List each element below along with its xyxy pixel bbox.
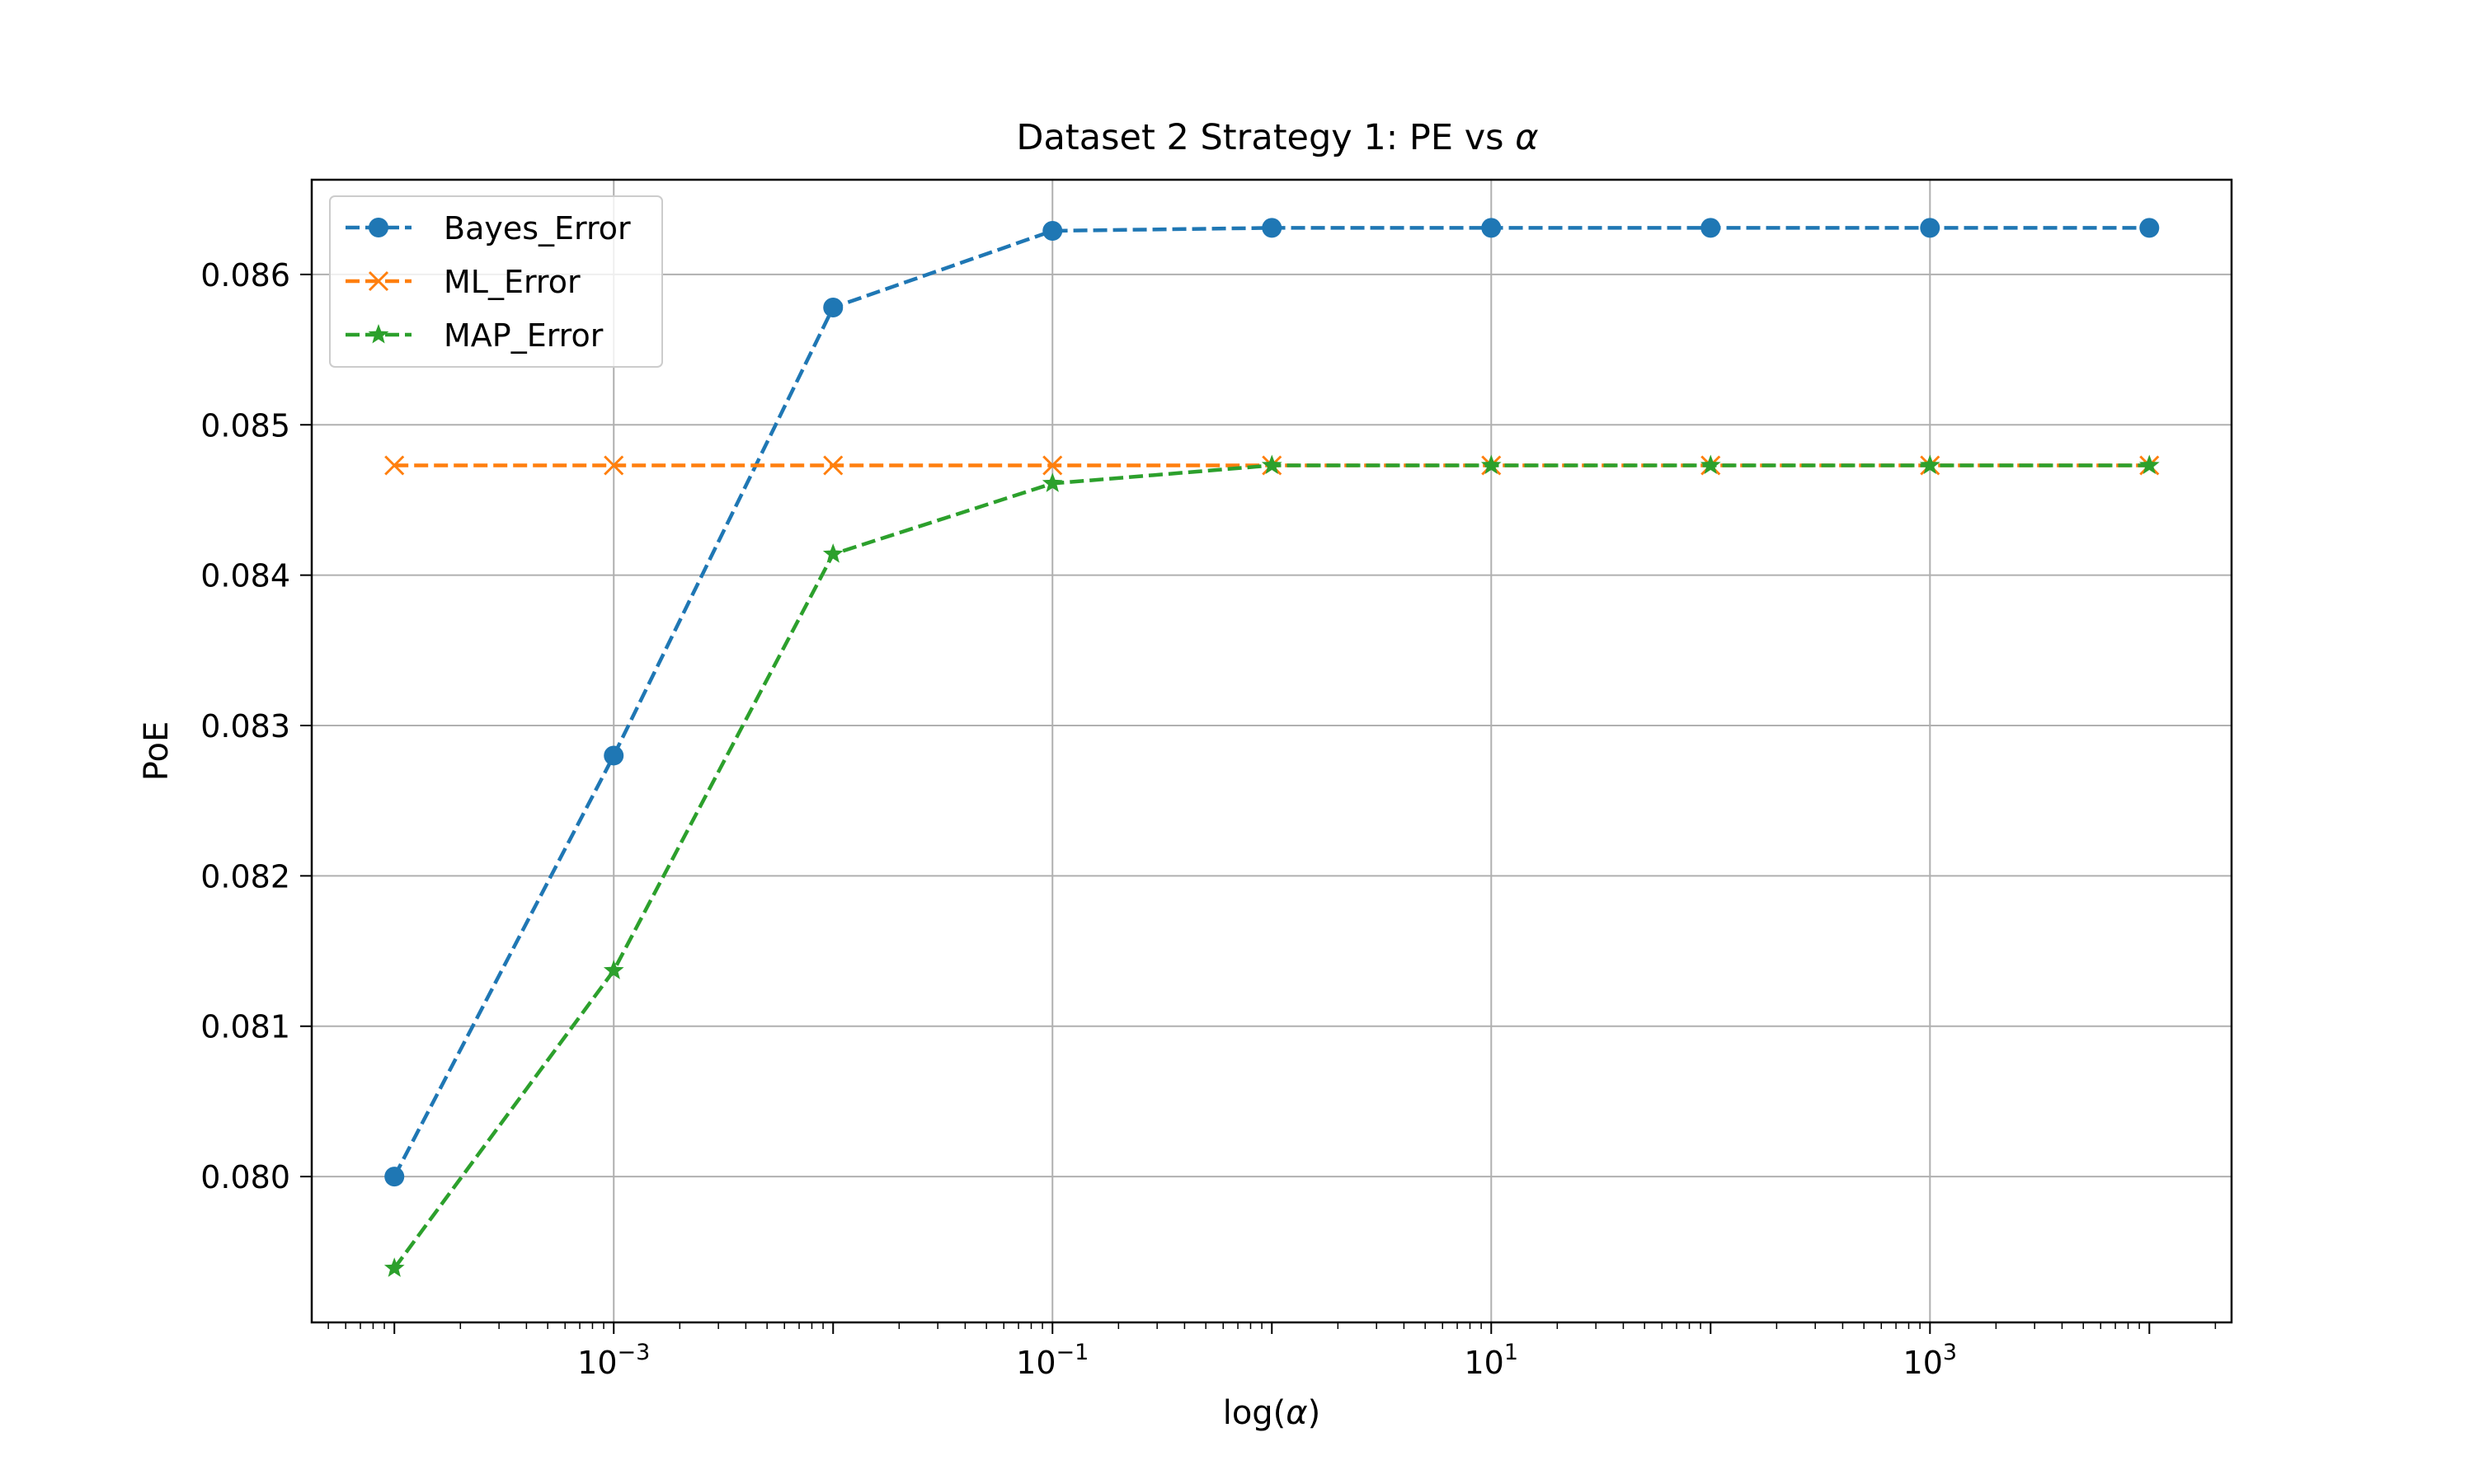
legend-marker [368, 270, 389, 292]
data-point [1919, 454, 1940, 474]
legend: Bayes_Error ML_Error MAP_Error [329, 195, 663, 368]
series-Bayes_Error [384, 218, 2160, 1187]
data-point [383, 1257, 405, 1277]
legend-item: ML_Error [346, 264, 581, 300]
data-point [822, 543, 844, 563]
y-tick-label: 0.081 [200, 1009, 290, 1045]
data-point [1261, 454, 1282, 474]
data-point [384, 1167, 405, 1187]
data-point [1480, 454, 1502, 474]
data-point [604, 745, 624, 766]
x-axis: 10−3 10−1 101 103 [327, 1322, 2217, 1381]
data-point [1042, 472, 1063, 492]
legend-marker [368, 324, 389, 344]
x-tick-label: 10−1 [1016, 1340, 1089, 1381]
y-tick-label: 0.082 [200, 858, 290, 895]
data-point [823, 298, 844, 318]
data-point [2139, 218, 2160, 238]
data-point [1700, 454, 1721, 474]
legend-marker [369, 218, 388, 237]
x-axis-label: log(α) [1223, 1394, 1321, 1432]
data-point [1042, 221, 1063, 242]
y-axis: 0.080 0.081 0.082 0.083 0.084 0.085 0.086 [200, 257, 312, 1195]
series-MAP_Error [383, 454, 2160, 1277]
data-point [823, 455, 844, 476]
x-tick-label: 10−3 [577, 1340, 650, 1381]
legend-label: ML_Error [444, 264, 581, 300]
data-point [1262, 218, 1282, 238]
data-point [2138, 454, 2160, 474]
data-point [384, 455, 405, 476]
y-tick-label: 0.084 [200, 558, 290, 594]
y-tick-label: 0.083 [200, 708, 290, 744]
x-tick-label: 103 [1903, 1340, 1958, 1381]
data-point [603, 960, 624, 979]
grid-lines [312, 180, 2232, 1322]
y-tick-label: 0.085 [200, 407, 290, 444]
legend-label: MAP_Error [444, 317, 604, 354]
legend-box [329, 195, 663, 368]
chart-title: Dataset 2 Strategy 1: PE vs α [1016, 117, 1538, 158]
data-point [1481, 218, 1502, 238]
series-layer [383, 218, 2160, 1277]
data-point [604, 455, 624, 476]
x-tick-label: 101 [1465, 1340, 1519, 1381]
legend-item: Bayes_Error [346, 210, 631, 247]
data-point [1042, 455, 1063, 476]
legend-label: Bayes_Error [444, 210, 631, 247]
y-axis-label: PoE [138, 721, 176, 781]
y-tick-label: 0.086 [200, 257, 290, 294]
data-point [1920, 218, 1940, 238]
legend-item: MAP_Error [346, 317, 604, 354]
data-point [1700, 218, 1721, 238]
y-tick-label: 0.080 [200, 1159, 290, 1195]
